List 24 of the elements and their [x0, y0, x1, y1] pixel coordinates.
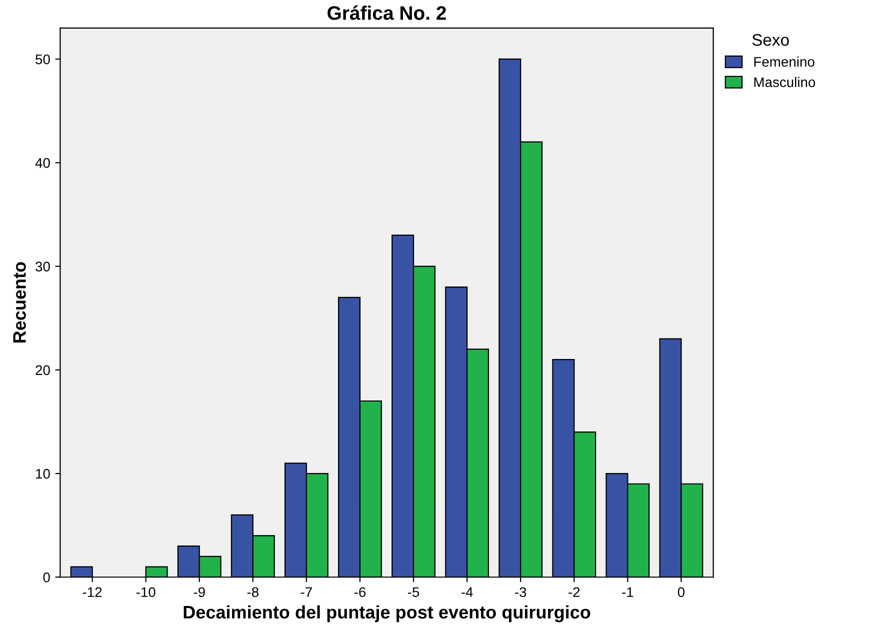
legend-title: Sexo — [752, 34, 789, 46]
y-tick-label: 40 — [35, 158, 50, 168]
y-tick-label: 50 — [36, 54, 50, 64]
y-tick-label: 30 — [36, 262, 50, 272]
y-tick-label: 10 — [36, 468, 50, 479]
x-tick-label: -6 — [354, 587, 366, 598]
legend-label: Masculino — [754, 76, 816, 88]
x-tick-label: -7 — [300, 587, 312, 597]
x-tick-label: -4 — [461, 587, 473, 597]
x-tick-label: -5 — [408, 587, 420, 598]
chart-title: Gráfica No. 2 — [328, 5, 446, 20]
x-axis-title: Decaimiento del puntaje post evento quirurgico — [184, 605, 590, 622]
x-tick-label: -8 — [247, 587, 258, 598]
x-tick-label: -9 — [194, 587, 205, 598]
x-tick-label: -1 — [622, 587, 634, 597]
x-tick-label: -3 — [515, 587, 526, 598]
y-tick-label: 0 — [43, 572, 50, 582]
x-tick-label: 0 — [678, 587, 685, 598]
x-tick-label: -12 — [82, 587, 102, 597]
x-tick-label: -10 — [136, 587, 156, 598]
legend-label: Femenino — [754, 56, 814, 67]
y-tick-label: 20 — [36, 365, 50, 376]
y-axis-title: Recuento — [13, 262, 26, 342]
x-tick-label: -2 — [568, 587, 580, 597]
